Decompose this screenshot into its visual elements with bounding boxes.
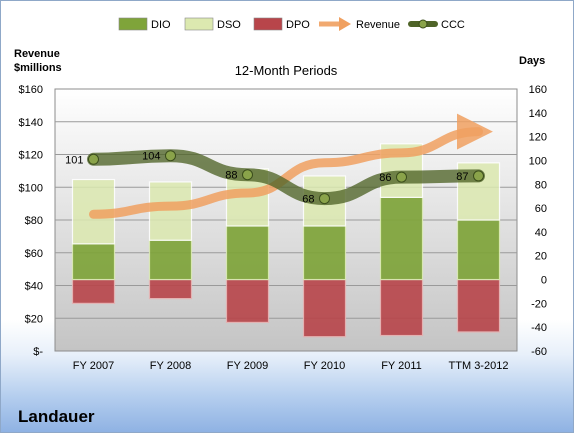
legend-swatch-dio [118,17,148,31]
x-tick-label: FY 2008 [150,360,191,372]
ccc-data-label: 101 [65,154,83,166]
y-left-tick-label: $80 [25,215,43,227]
ccc-point [473,170,484,182]
legend-label-dpo: DPO [286,19,310,31]
ccc-data-label: 68 [302,194,314,206]
y-left-axis-title: Revenue [14,48,60,60]
y-left-tick-label: $40 [25,281,43,293]
y-right-tick-label: 80 [535,179,547,191]
bar-dpo [456,278,501,333]
y-left-tick-label: $100 [19,182,43,194]
bar-dio [302,225,347,281]
ccc-data-label: 87 [456,171,468,183]
y-right-tick-label: 140 [529,108,547,120]
legend-swatch-dso [184,17,214,31]
y-left-tick-label: $- [33,346,43,358]
y-right-axis-title: Days [519,55,545,67]
bar-dpo [225,278,270,324]
legend-label-dso: DSO [217,19,241,31]
x-tick-label: FY 2007 [73,360,114,372]
legend-label-dio: DIO [151,19,171,31]
company-name: Landauer [18,407,95,426]
y-left-tick-label: $120 [19,150,43,162]
ccc-point [165,150,176,162]
y-right-tick-label: 60 [535,203,547,215]
ccc-point [88,153,99,165]
legend-label-revenue: Revenue [356,19,400,31]
y-right-tick-label: -20 [531,298,547,310]
y-right-tick-label: 100 [529,155,547,167]
y-right-tick-label: -40 [531,322,547,334]
bar-dpo [379,278,424,337]
bar-dpo [302,278,347,338]
bar-dio [148,239,193,281]
bar-dio [225,225,270,281]
ccc-data-label: 88 [225,170,237,182]
ccc-data-label: 86 [379,172,391,184]
y-right-tick-label: 160 [529,84,547,96]
series-line-revenue [89,113,493,219]
legend-marker-ccc [418,19,428,29]
x-tick-label: TTM 3-2012 [449,360,509,372]
bar-dio [71,243,116,281]
y-right-tick-label: -60 [531,346,547,358]
y-right-tick-label: 0 [541,275,547,287]
y-left-tick-label: $20 [25,313,43,325]
chart-title: 12-Month Periods [235,63,338,78]
legend-swatch-dpo [253,17,283,31]
legend-label-ccc: CCC [441,19,465,31]
ccc-point [242,169,253,181]
bar-dio [379,196,424,281]
y-left-axis-title: $millions [14,62,62,74]
x-tick-label: FY 2010 [304,360,345,372]
y-right-tick-label: 20 [535,251,547,263]
ccc-data-label: 104 [142,151,160,163]
y-right-tick-label: 120 [529,132,547,144]
ccc-point [319,193,330,205]
bar-dpo [148,278,193,300]
ccc-point [396,171,407,183]
bar-dpo [71,278,116,304]
y-right-tick-label: 40 [535,227,547,239]
x-tick-label: FY 2011 [381,360,422,372]
y-left-tick-label: $60 [25,248,43,260]
legend-arrow-icon [339,17,351,31]
bar-dio [456,219,501,281]
x-tick-label: FY 2009 [227,360,268,372]
y-left-tick-label: $160 [19,84,43,96]
y-left-tick-label: $140 [19,117,43,129]
